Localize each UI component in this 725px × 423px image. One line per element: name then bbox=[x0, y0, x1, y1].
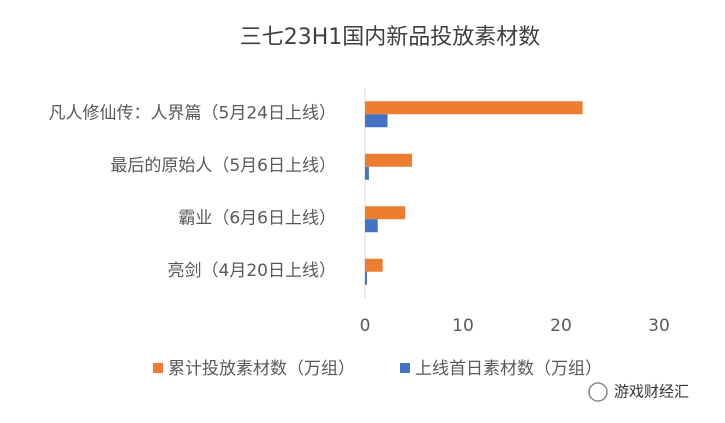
bar bbox=[365, 219, 378, 233]
y-tick-label: 最后的原始人（5月6日上线） bbox=[110, 156, 336, 176]
x-tick-label: 0 bbox=[360, 316, 371, 336]
legend-label: 上线首日素材数（万组） bbox=[415, 359, 602, 379]
bar bbox=[365, 114, 388, 128]
bar bbox=[365, 166, 369, 180]
watermark-text: 游戏财经汇 bbox=[614, 383, 689, 401]
bar bbox=[365, 271, 367, 285]
chart-title: 三七23H1国内新品投放素材数 bbox=[240, 25, 541, 50]
x-tick-label: 20 bbox=[550, 316, 572, 336]
y-tick-label: 霸业（6月6日上线） bbox=[178, 208, 336, 228]
y-tick-label: 凡人修仙传：人界篇（5月24日上线） bbox=[49, 103, 336, 123]
x-tick-label: 10 bbox=[452, 316, 474, 336]
legend-label: 累计投放素材数（万组） bbox=[168, 359, 355, 379]
watermark: 游戏财经汇 bbox=[588, 382, 689, 402]
bar bbox=[365, 101, 583, 115]
x-tick-label: 30 bbox=[648, 316, 670, 336]
legend-swatch bbox=[400, 363, 410, 373]
bar bbox=[365, 258, 383, 272]
y-tick-label: 亮剑（4月20日上线） bbox=[168, 261, 336, 281]
watermark-icon bbox=[588, 382, 608, 402]
bar bbox=[365, 206, 406, 220]
legend-swatch bbox=[153, 363, 163, 373]
bar bbox=[365, 153, 413, 167]
